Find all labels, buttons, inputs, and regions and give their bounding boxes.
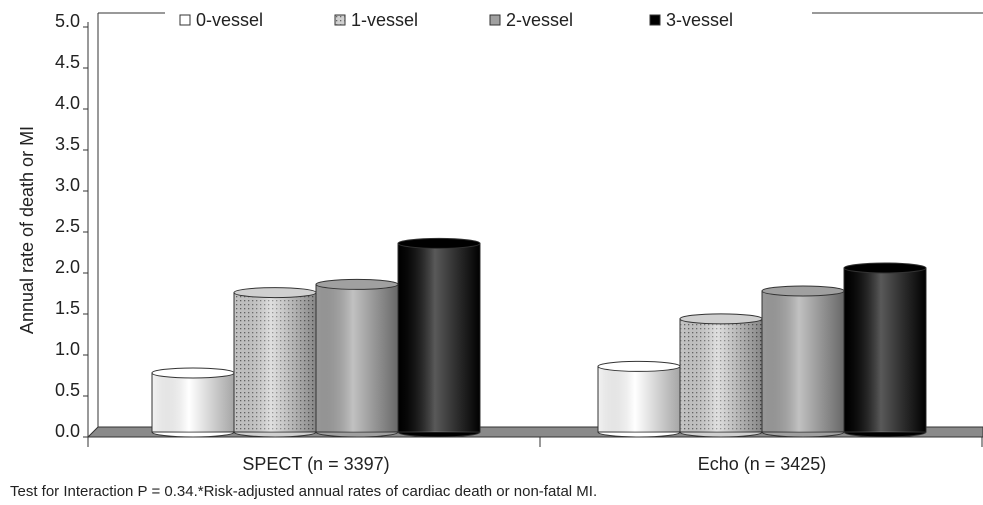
bar-cap	[761, 285, 845, 297]
legend-label: 2-vessel	[506, 10, 573, 30]
x-tick-label: SPECT (n = 3397)	[242, 454, 389, 474]
bar-cap	[233, 287, 317, 299]
bar-cap	[597, 360, 681, 372]
bar-shade	[762, 290, 844, 432]
y-tick-label: 1.5	[55, 298, 80, 318]
bar-shade	[398, 243, 480, 432]
x-tick-label: Echo (n = 3425)	[698, 454, 827, 474]
bar-cap	[843, 262, 927, 274]
bar-shade	[152, 372, 234, 432]
y-tick-label: 4.5	[55, 52, 80, 72]
y-tick-label: 0.0	[55, 421, 80, 441]
y-tick-label: 3.0	[55, 175, 80, 195]
legend-swatch	[489, 14, 501, 26]
legend-label: 0-vessel	[196, 10, 263, 30]
y-tick-label: 3.5	[55, 134, 80, 154]
legend-label: 1-vessel	[351, 10, 418, 30]
legend-swatch	[179, 14, 191, 26]
footnote: Test for Interaction P = 0.34.*Risk-adju…	[10, 483, 597, 500]
y-tick-label: 5.0	[55, 11, 80, 31]
bar-cap	[151, 367, 235, 379]
bar-shade	[598, 366, 680, 432]
legend-swatch	[649, 14, 661, 26]
bar-shade	[316, 284, 398, 432]
y-tick-label: 0.5	[55, 380, 80, 400]
bar-cap	[397, 237, 481, 249]
bar-cap	[679, 313, 763, 325]
y-tick-label: 2.5	[55, 216, 80, 236]
y-axis-label: Annual rate of death or MI	[17, 126, 37, 334]
bar-shade	[680, 318, 762, 432]
bar-shade	[234, 292, 316, 432]
y-tick-label: 2.0	[55, 257, 80, 277]
y-tick-label: 1.0	[55, 339, 80, 359]
bar-cap	[315, 278, 399, 290]
legend-swatch-pattern	[335, 15, 345, 25]
bar-shade	[844, 268, 926, 432]
y-tick-label: 4.0	[55, 93, 80, 113]
legend-label: 3-vessel	[666, 10, 733, 30]
